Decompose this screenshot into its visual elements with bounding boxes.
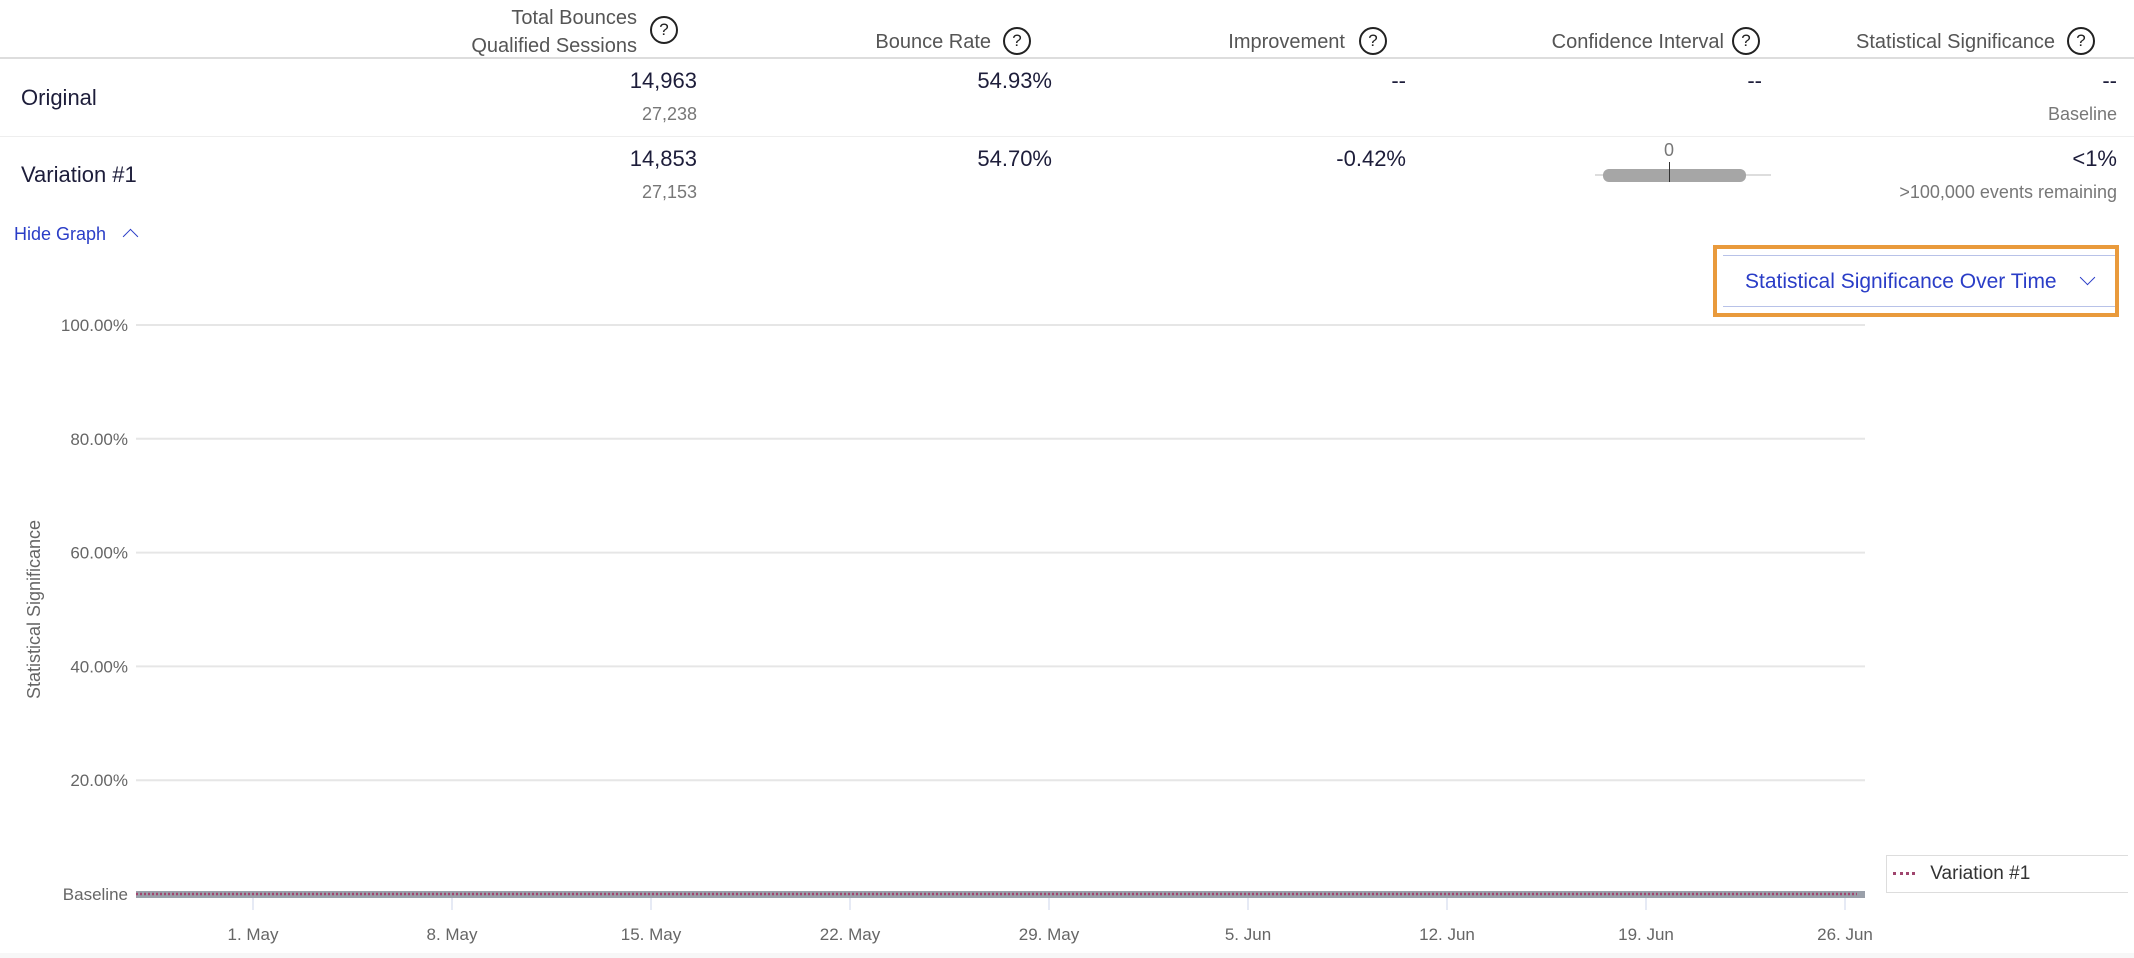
header-divider: [0, 57, 2134, 59]
chevron-up-icon: [122, 228, 139, 245]
bounces: 14,963: [629, 68, 697, 93]
row-name: Variation #1: [21, 162, 137, 187]
significance-sub: >100,000 events remaining: [1899, 182, 2117, 202]
x-tick-label: 22. May: [820, 925, 881, 944]
y-axis-label: Statistical Significance: [24, 520, 44, 699]
y-tick-label: 80.00%: [70, 430, 128, 449]
confidence-interval: --: [1747, 68, 1762, 93]
header-bounce-rate: Bounce Rate: [875, 31, 991, 53]
ci-zero-label: 0: [1663, 140, 1674, 160]
y-tick-label: 40.00%: [70, 657, 128, 676]
y-tick-label: 20.00%: [70, 771, 128, 790]
help-icon[interactable]: ?: [2067, 27, 2095, 55]
hide-graph-toggle[interactable]: Hide Graph: [14, 224, 139, 245]
x-tick-label: 5. Jun: [1225, 925, 1271, 944]
ci-range: [1603, 169, 1746, 182]
improvement: --: [1391, 68, 1406, 93]
ci-zero-tick: [1669, 162, 1670, 182]
improvement: -0.42%: [1336, 146, 1406, 171]
significance: <1%: [2072, 146, 2117, 171]
y-tick-label: Baseline: [63, 885, 128, 904]
bounce-rate: 54.70%: [977, 146, 1052, 171]
footer-strip: [0, 953, 2134, 958]
help-icon[interactable]: ?: [1359, 27, 1387, 55]
x-tick-label: 8. May: [426, 925, 478, 944]
significance-sub: Baseline: [2047, 104, 2117, 124]
legend-label: Variation #1: [1930, 863, 2031, 884]
confidence-interval-bar: 0: [1595, 140, 1771, 186]
legend-swatch: [1893, 872, 1915, 876]
y-tick-label: 60.00%: [70, 544, 128, 563]
help-icon[interactable]: ?: [650, 16, 678, 44]
header-total-bounces: Total Bounces Qualified Sessions: [471, 7, 637, 57]
hide-graph-label: Hide Graph: [14, 224, 107, 244]
x-tick-label: 26. Jun: [1817, 925, 1873, 944]
chart-legend[interactable]: Variation #1: [1886, 855, 2128, 893]
bounce-rate: 54.93%: [977, 68, 1052, 93]
header-statistical-significance: Statistical Significance: [1856, 31, 2055, 53]
sessions: 27,238: [641, 104, 697, 124]
x-tick-label: 15. May: [621, 925, 682, 944]
help-icon[interactable]: ?: [1732, 27, 1760, 55]
header-improvement: Improvement: [1228, 31, 1345, 53]
help-icon[interactable]: ?: [1003, 27, 1031, 55]
y-tick-label: 100.00%: [61, 316, 128, 335]
bounces: 14,853: [629, 146, 697, 171]
header-confidence-interval: Confidence Interval: [1551, 31, 1724, 53]
significance: --: [2102, 68, 2117, 93]
sessions: 27,153: [641, 182, 697, 202]
x-tick-label: 29. May: [1019, 925, 1080, 944]
row-name: Original: [21, 85, 97, 110]
x-tick-label: 12. Jun: [1419, 925, 1475, 944]
dropdown-selected: Statistical Significance Over Time: [1745, 270, 2057, 293]
row-divider: [0, 136, 2134, 137]
chevron-down-icon: [2079, 269, 2096, 286]
x-tick-label: 1. May: [227, 925, 279, 944]
x-tick-label: 19. Jun: [1618, 925, 1674, 944]
significance-chart: Baseline 20.00% 40.00% 60.00% 80.00% 100.00% 1…: [24, 316, 1873, 944]
chart-type-dropdown[interactable]: Statistical Significance Over Time: [1713, 245, 2119, 317]
